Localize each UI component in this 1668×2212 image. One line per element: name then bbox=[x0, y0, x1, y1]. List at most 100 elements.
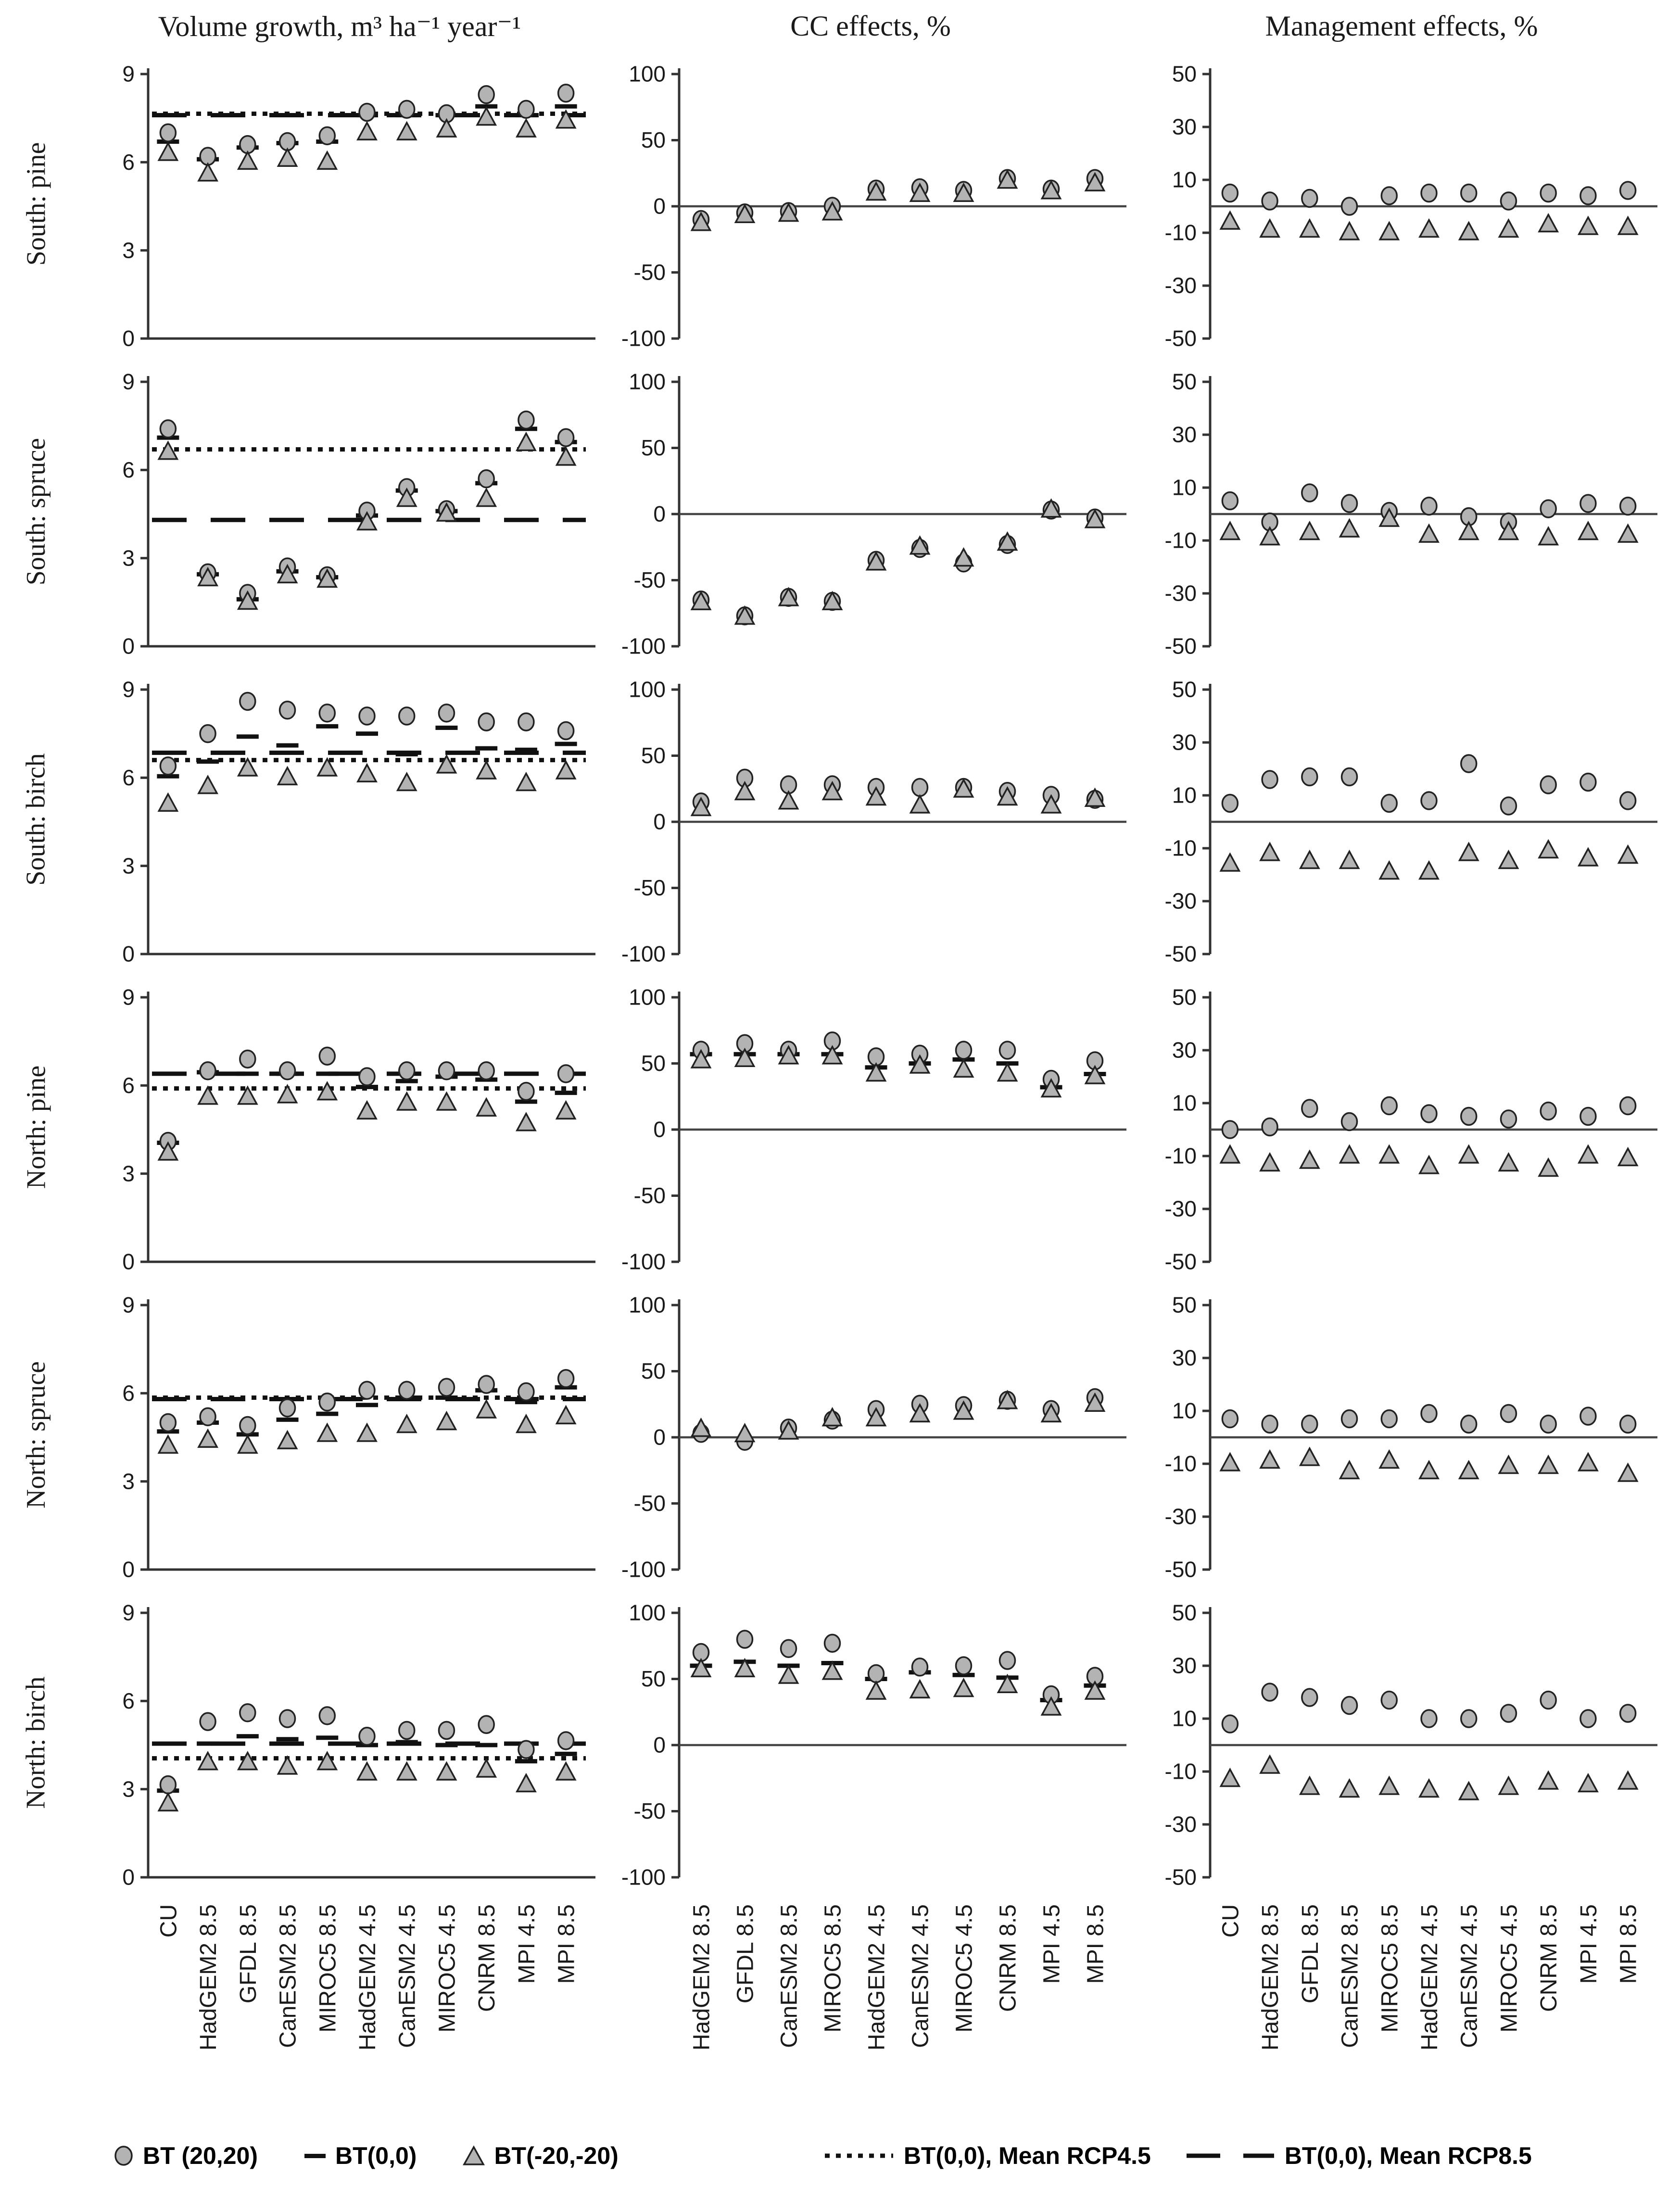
x-tick-label: HadGEM2 8.5 bbox=[689, 1904, 715, 2050]
dash-marker bbox=[435, 1395, 458, 1400]
triangle-marker bbox=[1418, 1155, 1440, 1174]
legend-item-bt2020: BT (20,20) bbox=[113, 2142, 258, 2170]
x-tick-label: HadGEM2 4.5 bbox=[864, 1904, 890, 2050]
dash-marker bbox=[435, 725, 458, 730]
triangle-marker bbox=[476, 760, 497, 779]
triangle-marker bbox=[778, 202, 799, 222]
circle-marker bbox=[1420, 1104, 1438, 1123]
panel-cell: 50 30 10 -10 -30 -50 bbox=[1138, 50, 1665, 358]
triangle-marker bbox=[1538, 213, 1559, 233]
panel-cell: 9 6 3 0 bbox=[76, 50, 603, 358]
y-tick-label: 0 bbox=[122, 1557, 135, 1582]
triangle-marker bbox=[865, 1062, 887, 1082]
x-tick-label: MIROC5 8.5 bbox=[315, 1904, 341, 2033]
y-tick-label: 30 bbox=[1172, 1345, 1197, 1370]
panel-cell: 9 6 3 0 bbox=[76, 973, 603, 1281]
circle-marker bbox=[518, 712, 535, 731]
y-tick-label: 10 bbox=[1172, 167, 1197, 192]
triangle-marker bbox=[555, 1100, 577, 1120]
triangle-marker bbox=[476, 106, 497, 126]
y-tick-label: -100 bbox=[621, 1249, 666, 1274]
y-tick-label: -100 bbox=[621, 942, 666, 967]
triangle-marker bbox=[1617, 523, 1639, 543]
circle-marker bbox=[318, 1046, 336, 1066]
circle-marker bbox=[398, 706, 416, 726]
y-tick-label: 9 bbox=[122, 677, 135, 702]
dash-marker bbox=[356, 731, 378, 736]
y-tick-label: 6 bbox=[122, 765, 135, 790]
row-label-text: North: spruce bbox=[21, 1361, 51, 1509]
y-tick-label: -30 bbox=[1165, 581, 1197, 606]
triangle-marker bbox=[436, 502, 457, 522]
panel-cell: 100 50 0 -50 -100 bbox=[607, 666, 1134, 973]
circle-marker bbox=[478, 1715, 495, 1734]
triangle-marker bbox=[197, 162, 219, 182]
triangle-marker bbox=[1259, 1152, 1281, 1172]
circle-marker bbox=[1540, 1101, 1557, 1121]
triangle-marker bbox=[436, 754, 457, 774]
triangle-marker bbox=[396, 1091, 417, 1111]
triangle-marker bbox=[909, 182, 931, 202]
circle-marker bbox=[239, 1416, 256, 1435]
y-tick-label: -50 bbox=[1165, 326, 1197, 351]
circle-marker bbox=[1580, 186, 1597, 205]
circle-marker bbox=[1380, 186, 1398, 205]
y-tick-label: 3 bbox=[122, 238, 135, 263]
circle-marker bbox=[318, 1706, 336, 1725]
panel-cc-row5: 100 50 0 -50 -100 bbox=[621, 1293, 1126, 1582]
dash-marker-icon bbox=[304, 2154, 326, 2158]
x-tick-label: CanESM2 4.5 bbox=[1457, 1904, 1482, 2048]
circle-marker bbox=[1380, 793, 1398, 813]
dash-marker bbox=[236, 1071, 259, 1076]
dash-marker bbox=[555, 1751, 577, 1756]
triangle-marker bbox=[356, 763, 378, 782]
triangle-marker bbox=[1219, 852, 1241, 872]
circle-marker bbox=[1540, 1414, 1557, 1434]
dash-marker bbox=[276, 1417, 299, 1422]
circle-marker bbox=[1460, 183, 1478, 203]
circle-marker bbox=[1619, 1704, 1637, 1723]
legend-item-mean-rcp85: BT(0,0), Mean RCP8.5 bbox=[1185, 2142, 1532, 2170]
triangle-marker bbox=[396, 771, 417, 792]
dash-marker bbox=[515, 747, 537, 752]
triangle-marker bbox=[690, 1417, 712, 1437]
triangle-marker bbox=[1577, 520, 1599, 540]
circle-marker bbox=[1340, 767, 1358, 787]
dash-marker bbox=[555, 104, 577, 109]
triangle-marker bbox=[436, 118, 457, 138]
triangle-marker bbox=[734, 605, 756, 625]
triangle-marker bbox=[476, 1399, 497, 1419]
y-tick-label: 0 bbox=[653, 809, 666, 834]
circle-marker bbox=[518, 1081, 535, 1101]
y-tick-label: -30 bbox=[1165, 1504, 1197, 1529]
y-tick-label: 50 bbox=[641, 1358, 666, 1383]
circle-marker bbox=[1420, 791, 1438, 810]
triangle-marker bbox=[1458, 520, 1479, 540]
y-tick-label: 50 bbox=[1172, 369, 1197, 394]
x-tick-label: MIROC5 8.5 bbox=[1377, 1904, 1403, 2033]
triangle-marker bbox=[436, 1761, 457, 1781]
column-title-volume-growth: Volume growth, m³ ha⁻¹ year⁻¹ bbox=[158, 11, 521, 42]
triangle-marker bbox=[865, 551, 887, 571]
panel-volume-row2: 9 6 3 0 bbox=[122, 369, 595, 659]
y-tick-label: 50 bbox=[1172, 62, 1197, 87]
triangle-marker bbox=[1498, 849, 1519, 869]
y-tick-label: 0 bbox=[122, 1865, 135, 1890]
triangle-marker bbox=[865, 181, 887, 201]
y-tick-label: 6 bbox=[122, 457, 135, 482]
dash-marker bbox=[276, 743, 299, 748]
dash-marker bbox=[395, 1079, 418, 1083]
triangle-marker bbox=[1458, 842, 1479, 861]
row-label: South: pine bbox=[0, 50, 72, 358]
circle-marker bbox=[557, 1064, 575, 1083]
circle-marker bbox=[159, 1413, 177, 1433]
triangle-marker bbox=[1339, 1144, 1360, 1164]
dash-marker bbox=[236, 734, 259, 739]
panel-cell: 50 30 10 -10 -30 -50 bbox=[1138, 1589, 1665, 1897]
triangle-marker bbox=[909, 1054, 931, 1074]
circle-marker bbox=[1580, 1407, 1597, 1426]
triangle-marker bbox=[821, 1660, 843, 1680]
circle-marker bbox=[911, 778, 929, 797]
circle-marker bbox=[438, 1061, 455, 1081]
triangle-marker bbox=[1418, 218, 1440, 238]
